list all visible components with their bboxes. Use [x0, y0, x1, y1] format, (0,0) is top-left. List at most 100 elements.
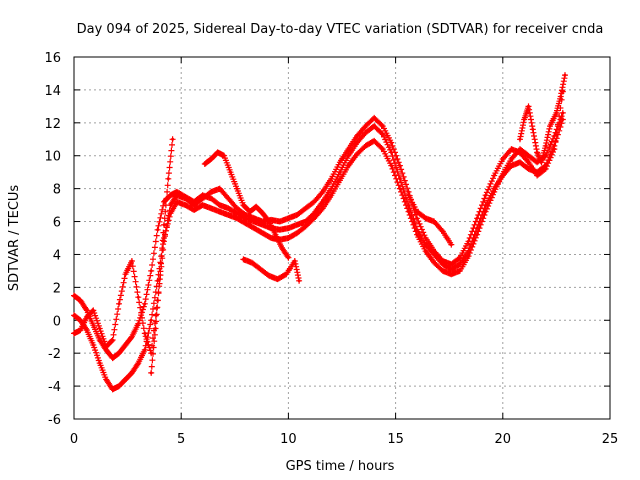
data-point	[111, 387, 115, 391]
y-tick-label: -2	[48, 347, 61, 362]
data-point	[389, 150, 393, 154]
data-point	[123, 343, 127, 347]
data-point	[216, 150, 220, 154]
series-markers	[201, 149, 292, 261]
data-point	[424, 236, 428, 240]
data-point	[563, 73, 567, 77]
data-point	[104, 348, 108, 352]
data-point	[554, 111, 558, 115]
data-point	[364, 144, 368, 148]
data-point	[304, 224, 308, 228]
data-point	[432, 249, 436, 253]
data-point	[244, 213, 248, 217]
data-point	[338, 160, 342, 164]
data-point	[522, 118, 526, 122]
data-point	[424, 249, 428, 253]
y-tick-label: -6	[48, 413, 61, 428]
data-point	[222, 154, 226, 158]
data-point	[130, 371, 134, 375]
data-point	[171, 137, 175, 141]
data-point	[381, 147, 385, 151]
data-point	[278, 220, 282, 224]
data-point	[123, 378, 127, 382]
y-tick-label: 6	[53, 216, 61, 231]
data-point	[149, 318, 153, 322]
data-point	[175, 190, 179, 194]
data-points	[71, 72, 568, 393]
data-point	[209, 157, 213, 161]
data-point	[241, 203, 245, 207]
data-point	[91, 308, 95, 312]
y-tick-label: 8	[53, 183, 61, 198]
data-point	[535, 173, 539, 177]
data-point	[389, 164, 393, 168]
data-point	[293, 259, 297, 263]
y-tick-label: 10	[44, 150, 61, 165]
data-point	[111, 356, 115, 360]
data-point	[321, 206, 325, 210]
data-point	[85, 328, 89, 332]
data-point	[244, 221, 248, 225]
data-point	[162, 200, 166, 204]
data-point	[143, 348, 147, 352]
data-point	[209, 206, 213, 210]
data-point	[552, 147, 556, 151]
data-point	[492, 173, 496, 177]
data-point	[559, 94, 563, 98]
data-point	[226, 213, 230, 217]
series-markers	[71, 116, 566, 362]
data-point	[381, 124, 385, 128]
data-point	[276, 277, 280, 281]
series-markers	[240, 256, 303, 284]
data-point	[389, 141, 393, 145]
data-point	[398, 187, 402, 191]
series-track-6	[148, 136, 176, 376]
data-point	[201, 203, 205, 207]
data-point	[406, 210, 410, 214]
data-point	[158, 277, 162, 281]
data-point	[535, 150, 539, 154]
x-axis-label: GPS time / hours	[286, 459, 395, 474]
data-point	[136, 322, 140, 326]
data-point	[78, 299, 82, 303]
data-point	[355, 152, 359, 156]
data-point	[458, 256, 462, 260]
data-point	[85, 315, 89, 319]
y-tick-label: -4	[48, 380, 61, 395]
data-point	[372, 116, 376, 120]
data-point	[98, 327, 102, 330]
x-tick-label: 15	[387, 432, 404, 447]
data-point	[235, 206, 239, 210]
data-point	[98, 361, 102, 365]
data-point	[143, 302, 147, 306]
data-point	[117, 351, 121, 355]
x-tick-label: 20	[495, 432, 512, 447]
data-point	[259, 267, 263, 271]
data-point	[168, 203, 172, 207]
data-point	[415, 216, 419, 220]
data-point	[136, 295, 140, 299]
data-point	[91, 323, 95, 327]
data-point	[424, 216, 428, 220]
data-point	[168, 193, 172, 197]
data-point	[209, 197, 213, 201]
data-point	[372, 139, 376, 143]
y-tick-label: 4	[53, 248, 61, 263]
data-point	[329, 177, 333, 181]
data-point	[183, 197, 187, 201]
axis-ticks: 0 5 10 15 20 25 -6 -4 -2 0 2 4 6 8 10 12 14 16	[44, 51, 618, 447]
data-point	[364, 131, 368, 135]
data-point	[156, 228, 160, 232]
data-point	[475, 216, 479, 220]
data-point	[248, 210, 252, 214]
data-point	[449, 243, 453, 247]
data-point	[72, 331, 76, 335]
y-tick-label: 0	[53, 314, 61, 329]
data-point	[162, 223, 166, 227]
data-point	[406, 190, 410, 194]
data-point	[78, 318, 82, 322]
data-point	[561, 111, 565, 115]
data-point	[398, 177, 402, 181]
x-tick-label: 0	[70, 432, 78, 447]
data-point	[527, 154, 531, 158]
